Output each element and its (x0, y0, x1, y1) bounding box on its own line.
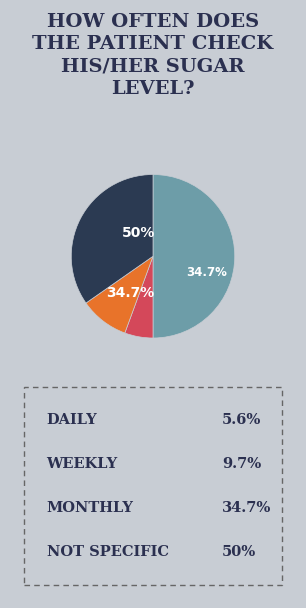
Text: 34.7%: 34.7% (222, 501, 271, 515)
Text: WEEKLY: WEEKLY (47, 457, 118, 471)
Text: 9.7%: 9.7% (222, 457, 261, 471)
Text: NOT SPECIFIC: NOT SPECIFIC (47, 545, 169, 559)
Text: 50%: 50% (222, 545, 256, 559)
Text: DAILY: DAILY (47, 413, 97, 427)
Text: HOW OFTEN DOES
THE PATIENT CHECK
HIS/HER SUGAR
LEVEL?: HOW OFTEN DOES THE PATIENT CHECK HIS/HER… (32, 13, 274, 98)
Text: MONTHLY: MONTHLY (47, 501, 133, 515)
Text: 5.6%: 5.6% (222, 413, 261, 427)
